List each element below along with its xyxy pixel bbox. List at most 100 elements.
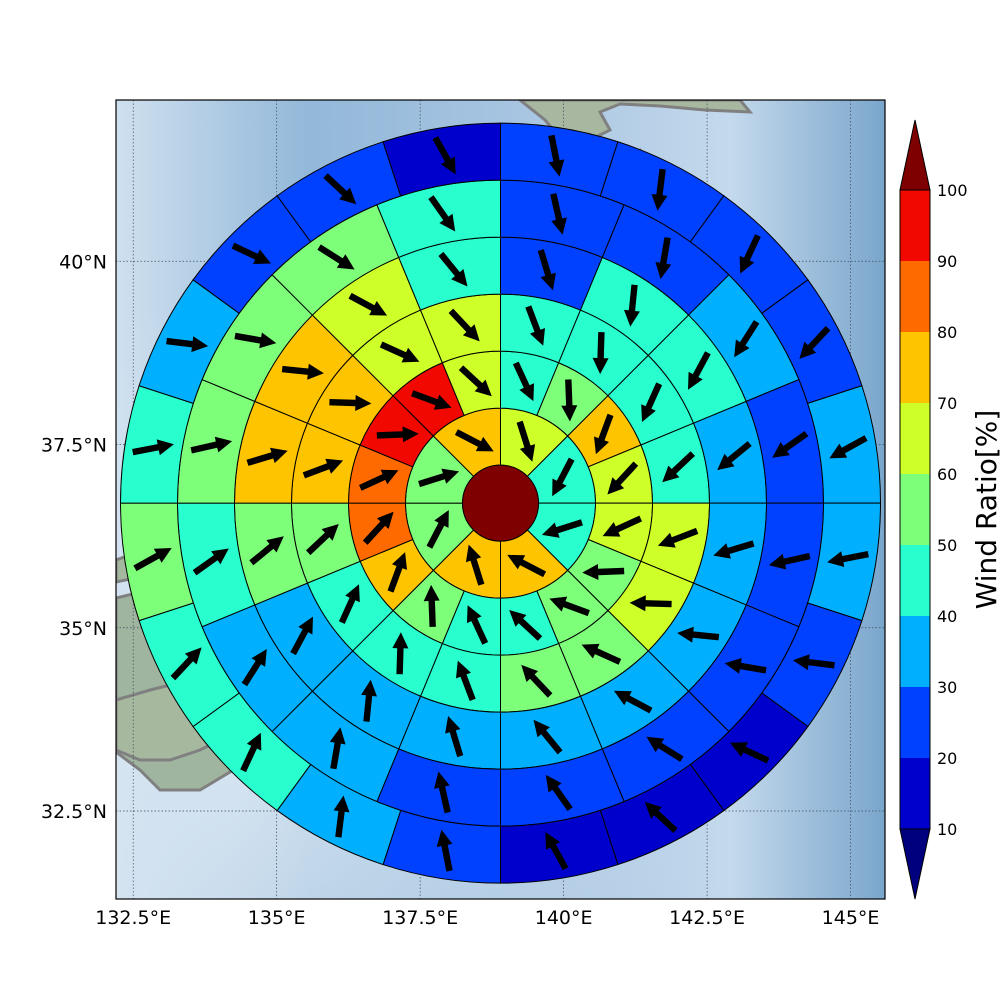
wind-direction-arrows [132, 134, 869, 872]
wind-arrow [458, 365, 492, 397]
wind-arrow [333, 795, 350, 838]
wind-arrow [651, 168, 668, 211]
wind-arrow [379, 341, 420, 363]
colorbar-tick-label: 90 [937, 252, 957, 271]
wind-arrow [533, 719, 563, 755]
colorbar [899, 119, 931, 900]
colorbar-segment [900, 403, 930, 474]
wind-arrow [545, 774, 573, 811]
wind-arrow [545, 832, 569, 871]
wind-arrow [739, 234, 761, 274]
colorbar-tick-label: 40 [937, 607, 957, 626]
wind-arrow [362, 511, 394, 545]
wind-arrow [302, 458, 344, 479]
wind-arrow [456, 660, 476, 701]
colorbar-tick-label: 30 [937, 678, 957, 697]
wind-arrow [190, 436, 233, 454]
wind-arrow [734, 320, 760, 358]
wind-arrow [454, 429, 494, 452]
x-tick-label: 137.5°E [382, 907, 458, 929]
colorbar-segment [900, 758, 930, 829]
wind-arrow [657, 527, 699, 548]
wind-arrow [713, 540, 755, 559]
wind-arrow [829, 435, 868, 459]
wind-arrow [644, 802, 678, 833]
wind-arrow [290, 616, 313, 656]
colorbar-segment [900, 545, 930, 616]
wind-arrow [348, 292, 388, 316]
wind-arrow [329, 727, 346, 770]
wind-arrow [581, 643, 622, 665]
colorbar-tick-labels: 10 20 30 40 50 60 70 80 90 100 [937, 181, 968, 839]
wind-arrow [249, 536, 284, 566]
wind-arrow [772, 431, 809, 458]
colorbar-tick-label: 100 [937, 181, 968, 200]
wind-arrow [432, 136, 456, 175]
wind-arrow [387, 552, 407, 593]
wind-arrow [329, 395, 372, 411]
y-tick-label: 40°N [59, 251, 107, 273]
colorbar-label: Wind Ratio[%] [970, 410, 1000, 610]
x-tick-label: 132.5°E [95, 907, 171, 929]
wind-arrow [521, 664, 553, 698]
wind-arrow [792, 654, 835, 671]
wind-arrow [516, 420, 536, 462]
wind-arrow [602, 515, 642, 537]
wind-arrow [234, 332, 277, 349]
colorbar-frame [899, 189, 931, 830]
colorbar-over-extension [899, 119, 931, 191]
wind-arrow [281, 363, 324, 380]
wind-arrow [465, 544, 485, 586]
x-tick-label: 145°E [822, 907, 880, 929]
wind-arrow [240, 732, 262, 773]
wind-arrow [827, 551, 869, 567]
wind-arrow [411, 390, 452, 410]
wind-arrow [717, 441, 752, 471]
wind-arrow [423, 584, 440, 627]
wind-arrow [799, 326, 831, 359]
colorbar-tick-label: 70 [937, 394, 957, 413]
wind-arrow [525, 305, 545, 346]
colorbar-segment [900, 474, 930, 545]
latitude-tick-labels: 32.5°N 35°N 37.5°N 40°N [41, 251, 107, 823]
wind-arrow [550, 193, 567, 235]
wind-arrow [688, 351, 711, 390]
wind-arrow [428, 195, 456, 232]
wind-arrow [548, 134, 565, 177]
x-tick-label: 140°E [535, 907, 593, 929]
wind-arrow [655, 237, 672, 279]
wind-arrow [561, 379, 578, 422]
wind-arrow [418, 468, 460, 488]
wind-arrow [607, 461, 639, 495]
wind-arrow [467, 605, 489, 645]
wind-arrow [361, 679, 377, 722]
colorbar-tick-label: 80 [937, 323, 957, 342]
wind-arrow [445, 716, 464, 758]
wind-arrow [323, 173, 357, 205]
wind-arrow [629, 595, 672, 612]
wind-arrow [512, 361, 534, 402]
colorbar-segment [900, 616, 930, 687]
wind-arrow [507, 554, 547, 578]
wind-arrow [552, 457, 575, 497]
wind-arrow [592, 332, 609, 375]
wind-arrow [509, 610, 543, 641]
wind-arrow [646, 736, 684, 762]
longitude-tick-labels: 132.5°E 135°E 137.5°E 140°E 142.5°E 145°… [95, 907, 879, 929]
colorbar-segment [900, 261, 930, 332]
wind-arrow [724, 658, 767, 674]
wind-arrow [448, 308, 480, 342]
wind-arrow [170, 647, 202, 681]
colorbar-under-extension [899, 828, 931, 900]
wind-arrow [392, 632, 409, 675]
wind-arrow [582, 564, 625, 580]
wind-arrow [338, 584, 360, 624]
map-area [116, 100, 885, 899]
wind-arrow [133, 548, 172, 572]
wind-arrow [246, 447, 288, 466]
wind-arrow [730, 742, 770, 764]
wind-arrow [359, 469, 399, 491]
wind-arrow [306, 524, 339, 556]
wind-arrow [662, 451, 695, 483]
